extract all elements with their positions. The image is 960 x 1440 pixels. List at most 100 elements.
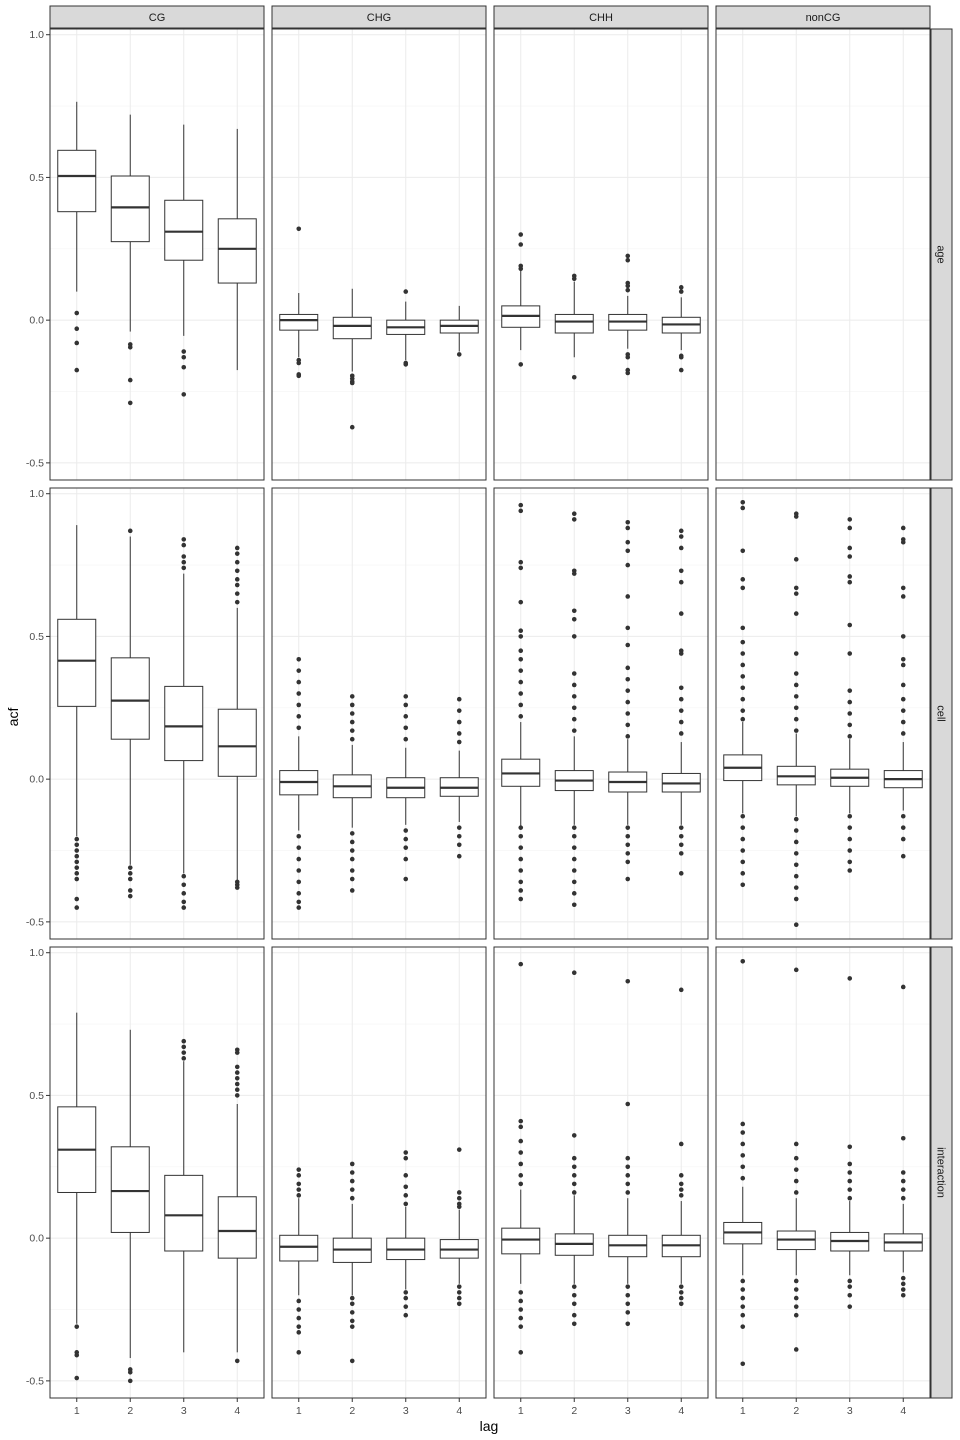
strip-label-CHH: CHH — [589, 12, 613, 24]
outlier-point — [518, 362, 524, 367]
outlier-point — [127, 377, 133, 383]
outlier-point — [625, 722, 631, 728]
y-tick-label: 1.0 — [29, 947, 44, 959]
outlier-point — [625, 833, 631, 839]
outlier-point — [571, 276, 577, 282]
outlier-point — [793, 716, 799, 722]
outlier-point — [900, 1170, 906, 1175]
outlier-point — [793, 1190, 799, 1195]
outlier-point — [740, 1312, 746, 1318]
outlier-point — [571, 571, 577, 576]
y-tick-label: -0.5 — [26, 457, 44, 469]
outlier-point — [678, 367, 684, 373]
boxplot-cell-nonCG-lag-4 — [883, 525, 923, 859]
y-tick-label: 0.0 — [29, 1233, 44, 1245]
outlier-point — [793, 591, 799, 596]
outlier-point — [847, 545, 853, 551]
outlier-point — [793, 922, 799, 928]
outlier-point — [456, 1295, 462, 1301]
x-tick-label: 3 — [625, 1405, 631, 1417]
outlier-point — [847, 574, 853, 579]
iqr-box — [164, 1174, 204, 1252]
outlier-point — [349, 719, 355, 725]
outlier-point — [847, 1284, 853, 1289]
outlier-point — [847, 976, 853, 981]
outlier-point — [571, 608, 577, 614]
outlier-point — [625, 842, 631, 848]
outlier-point — [518, 648, 524, 654]
outlier-point — [349, 1310, 355, 1315]
outlier-point — [456, 833, 462, 839]
outlier-point — [678, 987, 684, 993]
outlier-point — [678, 685, 684, 691]
strip-label-cell: cell — [935, 705, 947, 722]
outlier-point — [678, 285, 684, 290]
outlier-point — [518, 961, 524, 967]
iqr-box — [554, 313, 594, 334]
outlier-point — [518, 232, 524, 237]
outlier-point — [181, 891, 187, 896]
y-tick-label: 0.5 — [29, 631, 44, 643]
outlier-point — [847, 525, 853, 531]
boxplot-interaction-CHG-lag-3 — [386, 1150, 426, 1318]
outlier-point — [296, 905, 302, 910]
outlier-point — [900, 1281, 906, 1287]
boxplot-cell-CHG-lag-3 — [386, 694, 426, 882]
outlier-point — [456, 719, 462, 725]
outlier-point — [678, 1187, 684, 1192]
y-tick-label: 0.0 — [29, 315, 44, 327]
outlier-point — [74, 848, 80, 853]
outlier-point — [678, 1301, 684, 1307]
outlier-point — [793, 839, 799, 845]
boxplot-age-CHG-lag-2 — [332, 288, 372, 430]
outlier-point — [403, 362, 409, 367]
outlier-point — [403, 702, 409, 708]
outlier-point — [625, 1173, 631, 1178]
outlier-point — [900, 1287, 906, 1292]
boxplot-interaction-CHH-lag-3 — [608, 978, 648, 1327]
panel-background — [716, 29, 930, 480]
panel-background — [716, 488, 930, 939]
outlier-point — [625, 1284, 631, 1289]
outlier-point — [296, 1181, 302, 1187]
outlier-point — [518, 266, 524, 272]
x-axis-title: lag — [480, 1418, 499, 1434]
outlier-point — [847, 859, 853, 865]
outlier-point — [678, 1141, 684, 1147]
outlier-point — [625, 1181, 631, 1187]
boxplot-cell-CHG-lag-4 — [439, 696, 479, 859]
iqr-box — [110, 657, 150, 740]
outlier-point — [296, 1173, 302, 1178]
outlier-point — [349, 868, 355, 873]
outlier-point — [740, 1130, 746, 1135]
outlier-point — [793, 1347, 799, 1352]
outlier-point — [349, 694, 355, 699]
outlier-point — [403, 876, 409, 882]
outlier-point — [74, 865, 80, 870]
x-tick-label: 2 — [793, 1405, 799, 1417]
outlier-point — [678, 1193, 684, 1198]
outlier-point — [793, 728, 799, 733]
outlier-point — [793, 1287, 799, 1292]
outlier-point — [740, 958, 746, 964]
outlier-point — [571, 671, 577, 676]
y-axis-title: acf — [5, 708, 21, 727]
outlier-point — [847, 699, 853, 705]
outlier-point — [349, 856, 355, 862]
outlier-point — [518, 1118, 524, 1124]
outlier-point — [571, 634, 577, 639]
outlier-point — [847, 711, 853, 716]
boxplot-age-CG-lag-3 — [164, 124, 204, 397]
outlier-point — [234, 591, 240, 596]
outlier-point — [847, 651, 853, 656]
outlier-point — [518, 1150, 524, 1155]
outlier-point — [518, 559, 524, 565]
outlier-point — [625, 688, 631, 693]
outlier-point — [740, 1287, 746, 1292]
outlier-point — [900, 984, 906, 990]
outlier-point — [518, 1138, 524, 1144]
outlier-point — [296, 1350, 302, 1355]
outlier-point — [740, 716, 746, 722]
outlier-point — [74, 1324, 80, 1329]
outlier-point — [518, 691, 524, 696]
